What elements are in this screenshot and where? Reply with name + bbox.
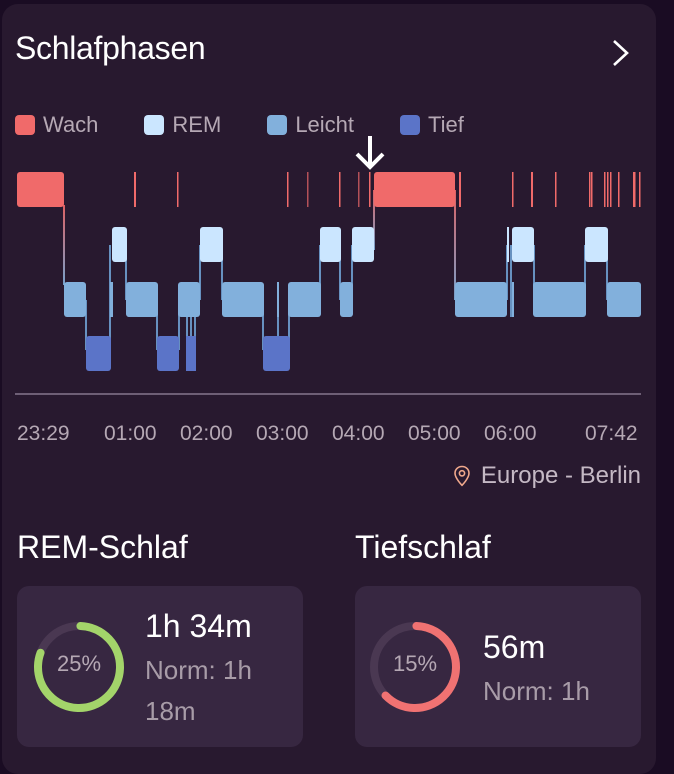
legend-item-tief: Tief	[400, 112, 464, 138]
rem-progress-ring	[33, 622, 124, 712]
chart-legend: Wach REM Leicht Tief	[15, 112, 510, 138]
rem-percent: 25%	[56, 651, 102, 676]
x-tick: 03:00	[256, 422, 309, 445]
x-tick: 23:29	[17, 422, 70, 445]
rem-stat-card[interactable]: 25% 1h 34m Norm: 1h 18m	[17, 586, 303, 747]
deep-stat-card[interactable]: 15% 56m Norm: 1h	[355, 586, 641, 747]
location-text: Europe - Berlin	[480, 462, 641, 489]
x-tick: 06:00	[484, 422, 537, 445]
rem-section-title: REM-Schlaf	[17, 529, 188, 565]
page-title: Schlafphasen	[15, 30, 206, 66]
x-tick: 05:00	[408, 422, 461, 445]
rem-norm: Norm: 1h 18m	[145, 650, 252, 732]
deep-section-title: Tiefschlaf	[355, 529, 491, 565]
legend-label: Wach	[43, 112, 99, 137]
legend-swatch-wach	[15, 115, 35, 135]
x-tick: 04:00	[332, 422, 385, 445]
deep-percent: 15%	[392, 651, 438, 676]
x-tick: 07:42	[585, 422, 638, 445]
x-tick: 01:00	[104, 422, 157, 445]
x-axis-line	[15, 393, 641, 395]
legend-swatch-tief	[400, 115, 421, 135]
legend-label: REM	[172, 112, 222, 137]
x-tick: 02:00	[180, 422, 233, 445]
deep-progress-ring	[370, 622, 460, 712]
location-pin-icon	[454, 465, 470, 487]
rem-norm-line1: Norm: 1h	[145, 655, 252, 685]
legend-swatch-rem	[144, 115, 165, 135]
legend-item-wach: Wach	[15, 112, 98, 138]
chevron-right-icon[interactable]	[610, 38, 632, 68]
legend-item-rem: REM	[144, 112, 221, 138]
deep-norm: Norm: 1h	[483, 676, 590, 706]
rem-norm-line2: 18m	[145, 696, 196, 726]
legend-swatch-leicht	[267, 115, 288, 135]
legend-label: Tief	[428, 112, 464, 137]
rem-duration: 1h 34m	[145, 608, 252, 644]
legend-label: Leicht	[295, 112, 355, 137]
deep-duration: 56m	[483, 629, 546, 665]
location: Europe - Berlin	[453, 462, 641, 490]
legend-item-leicht: Leicht	[267, 112, 354, 138]
